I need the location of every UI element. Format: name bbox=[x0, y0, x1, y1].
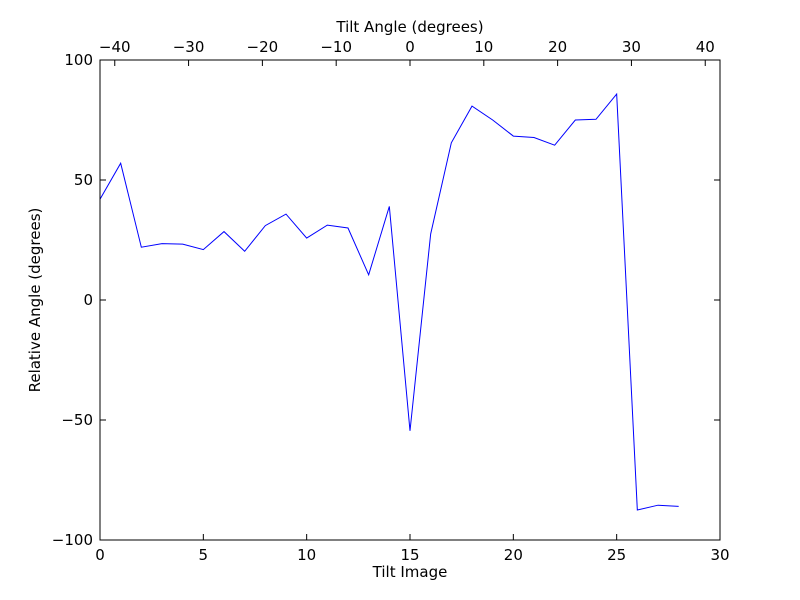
x-tick-label: 25 bbox=[607, 546, 626, 564]
y-tick-label: 0 bbox=[83, 291, 93, 309]
x-tick-label: 0 bbox=[95, 546, 105, 564]
y-tick-label: −100 bbox=[52, 531, 93, 549]
x-axis-label: Tilt Image bbox=[372, 563, 448, 581]
x-tick-label: 20 bbox=[504, 546, 523, 564]
top-x-tick-label: −40 bbox=[99, 38, 131, 56]
x-tick-label: 10 bbox=[297, 546, 316, 564]
series-line-0 bbox=[99, 92, 679, 511]
x-tick-label: 30 bbox=[710, 546, 729, 564]
y-axis-label: Relative Angle (degrees) bbox=[26, 208, 44, 393]
top-x-tick-label: 0 bbox=[405, 38, 415, 56]
top-x-tick-label: 20 bbox=[548, 38, 567, 56]
top-x-tick-label: −30 bbox=[173, 38, 205, 56]
top-x-tick-label: 30 bbox=[622, 38, 641, 56]
x-tick-label: 5 bbox=[199, 546, 209, 564]
top-x-tick-label: −10 bbox=[320, 38, 352, 56]
top-x-tick-label: −20 bbox=[247, 38, 279, 56]
top-x-tick-label: 10 bbox=[474, 38, 493, 56]
ticks-layer: 0 5 10 15 20 25 30−40 −30 −20 −10 0 10 20 30 40−100−50… bbox=[52, 38, 730, 564]
y-tick-label: 100 bbox=[64, 51, 93, 69]
y-tick-label: −50 bbox=[61, 411, 93, 429]
x-tick-label: 15 bbox=[400, 546, 419, 564]
y-tick-label: 50 bbox=[74, 171, 93, 189]
top-x-tick-label: 40 bbox=[696, 38, 715, 56]
top-x-axis-label: Tilt Angle (degrees) bbox=[335, 18, 483, 36]
series-layer bbox=[99, 92, 679, 511]
